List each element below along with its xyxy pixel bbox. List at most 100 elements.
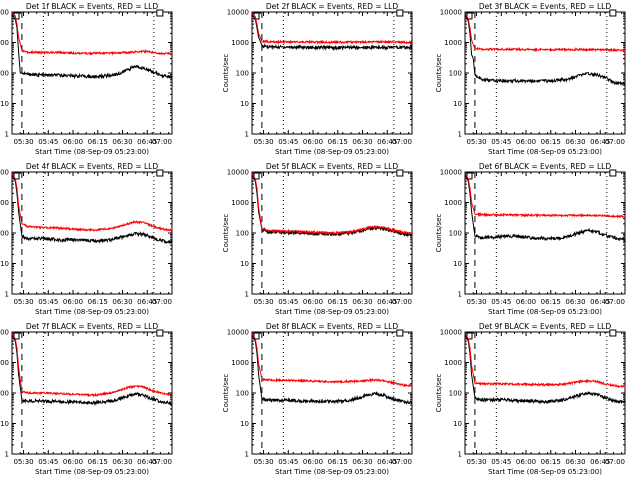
events-series-line <box>11 14 173 80</box>
x-axis-label: Start Time (08-Sep-09 05:23:00) <box>35 308 149 316</box>
x-tick-label: 06:15 <box>541 458 561 466</box>
plot-frame <box>11 171 173 295</box>
events-series-line <box>464 334 626 405</box>
x-tick-label: 06:45 <box>590 458 610 466</box>
y-tick-label: 10 <box>240 260 249 268</box>
lld-series-line <box>464 173 626 219</box>
x-tick-label: 06:15 <box>328 458 348 466</box>
y-tick-label: 1000 <box>444 199 462 207</box>
x-tick-label: 06:45 <box>377 298 397 306</box>
top-right-box <box>156 169 164 177</box>
top-right-box <box>609 9 617 17</box>
events-series-line <box>11 334 173 407</box>
x-axis-label: Start Time (08-Sep-09 05:23:00) <box>275 468 389 476</box>
x-tick-label: 05:30 <box>253 298 273 306</box>
panel-title: Det 8f BLACK = Events, RED = LLD <box>266 322 399 331</box>
y-tick-label: 10 <box>453 420 462 428</box>
x-tick-label: 05:45 <box>491 298 511 306</box>
y-tick-label: 10 <box>0 420 9 428</box>
lld-series-line <box>11 173 173 233</box>
x-tick-label: 05:30 <box>466 138 486 146</box>
y-axis-label: Counts/sec <box>222 214 230 253</box>
y-tick-label: 1000 <box>231 199 249 207</box>
y-tick-label: 1 <box>245 131 249 139</box>
panel-det-7: Det 7f BLACK = Events, RED = LLDCounts/s… <box>0 322 173 476</box>
x-axis-label: Start Time (08-Sep-09 05:23:00) <box>35 468 149 476</box>
x-tick-label: 05:30 <box>466 458 486 466</box>
plot-frame <box>251 331 413 455</box>
y-tick-label: 1 <box>458 291 462 299</box>
lld-series-line <box>464 333 626 389</box>
y-tick-label: 100 <box>449 230 462 238</box>
lld-series-line <box>11 12 173 56</box>
y-axis-label: Counts/sec <box>435 54 443 93</box>
x-tick-label: 06:00 <box>63 458 83 466</box>
x-tick-label: 06:15 <box>328 138 348 146</box>
x-tick-label: 05:30 <box>13 138 33 146</box>
x-tick-label: 05:45 <box>38 138 58 146</box>
x-tick-label: 06:00 <box>303 458 323 466</box>
x-tick-label: 05:45 <box>38 458 58 466</box>
y-tick-label: 100 <box>0 70 9 78</box>
top-right-box <box>156 9 164 17</box>
x-tick-label: 05:30 <box>13 298 33 306</box>
x-tick-label: 06:45 <box>137 138 157 146</box>
y-tick-label: 10000 <box>227 329 249 337</box>
top-left-box <box>13 12 20 20</box>
y-axis-label: Counts/sec <box>222 54 230 93</box>
x-axis-label: Start Time (08-Sep-09 05:23:00) <box>488 148 602 156</box>
lld-series-line <box>251 173 413 236</box>
x-tick-label: 06:45 <box>377 458 397 466</box>
y-tick-label: 1 <box>458 131 462 139</box>
x-tick-label: 06:15 <box>541 298 561 306</box>
x-tick-label: 05:45 <box>491 138 511 146</box>
x-tick-label: 06:30 <box>352 298 372 306</box>
y-tick-label: 10000 <box>440 9 462 17</box>
top-right-box <box>156 329 164 337</box>
y-tick-label: 1000 <box>0 199 9 207</box>
y-tick-label: 100 <box>236 230 249 238</box>
x-tick-label: 06:30 <box>112 138 132 146</box>
x-tick-label: 06:30 <box>352 138 372 146</box>
panel-det-6: Det 6f BLACK = Events, RED = LLD Counts/s… <box>435 162 626 316</box>
y-tick-label: 100 <box>449 70 462 78</box>
x-tick-label: 07:00 <box>392 138 412 146</box>
x-tick-label: 07:00 <box>605 138 625 146</box>
lld-series-line <box>11 333 173 398</box>
y-tick-label: 10 <box>0 100 9 108</box>
x-tick-label: 06:30 <box>112 298 132 306</box>
y-tick-label: 100 <box>449 390 462 398</box>
x-tick-label: 05:45 <box>278 138 298 146</box>
x-tick-label: 06:30 <box>565 458 585 466</box>
x-tick-label: 06:00 <box>516 298 536 306</box>
x-tick-label: 07:00 <box>392 298 412 306</box>
x-tick-label: 06:00 <box>63 138 83 146</box>
x-tick-label: 06:15 <box>88 138 108 146</box>
panel-title: Det 5f BLACK = Events, RED = LLD <box>266 162 399 171</box>
y-tick-label: 100 <box>236 70 249 78</box>
panel-det-9: Det 9f BLACK = Events, RED = LLD Counts/s… <box>435 322 626 476</box>
panel-det-2: Det 2f BLACK = Events, RED = LLD Counts/s… <box>222 2 413 156</box>
y-tick-label: 10000 <box>0 169 9 177</box>
panel-title: Det 4f BLACK = Events, RED = LLD <box>26 162 159 171</box>
y-tick-label: 1000 <box>444 39 462 47</box>
y-tick-label: 10000 <box>440 169 462 177</box>
y-tick-label: 10000 <box>227 9 249 17</box>
x-tick-label: 06:45 <box>137 458 157 466</box>
events-series-line <box>464 174 626 243</box>
x-tick-label: 07:00 <box>605 458 625 466</box>
x-tick-label: 06:30 <box>352 458 372 466</box>
top-right-box <box>396 9 404 17</box>
x-tick-label: 06:15 <box>88 298 108 306</box>
x-tick-label: 05:45 <box>278 458 298 466</box>
top-right-box <box>609 169 617 177</box>
x-axis-label: Start Time (08-Sep-09 05:23:00) <box>275 148 389 156</box>
panel-det-5: Det 5f BLACK = Events, RED = LLD Counts/s… <box>222 162 413 316</box>
top-right-box <box>609 329 617 337</box>
x-tick-label: 07:00 <box>152 298 172 306</box>
plot-frame <box>251 11 413 135</box>
y-tick-label: 1 <box>5 291 9 299</box>
x-tick-label: 06:00 <box>63 298 83 306</box>
x-tick-label: 05:45 <box>278 298 298 306</box>
lld-series-line <box>251 333 413 388</box>
